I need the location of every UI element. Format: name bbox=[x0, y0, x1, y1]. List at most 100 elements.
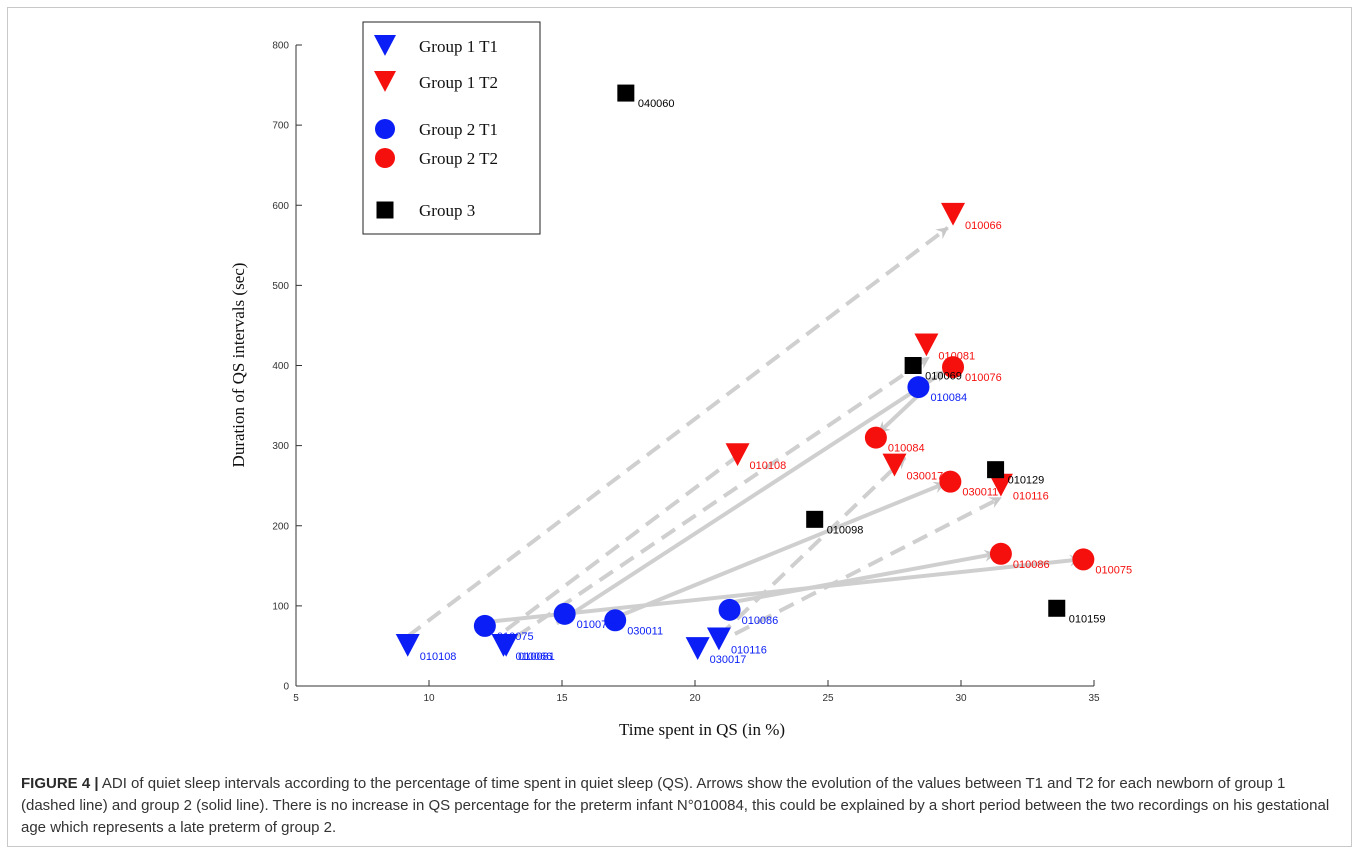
group2-solid-arrow bbox=[619, 481, 946, 618]
figure-frame bbox=[7, 7, 1352, 847]
y-tick-label: 700 bbox=[272, 121, 289, 132]
group-3-point bbox=[806, 510, 824, 528]
x-tick: 10 bbox=[423, 680, 435, 704]
group2-solid-arrow bbox=[729, 549, 997, 605]
group-2-t1-point bbox=[473, 614, 496, 637]
y-tick-label: 300 bbox=[272, 441, 289, 452]
point-label: 010159 bbox=[1069, 613, 1106, 625]
group1-dashed-arrow bbox=[515, 355, 931, 638]
point-label: 010081 bbox=[518, 651, 555, 663]
point-label: 010108 bbox=[750, 460, 787, 472]
y-tick-label: 400 bbox=[272, 361, 289, 372]
point-label: 010086 bbox=[742, 615, 779, 627]
x-tick: 5 bbox=[293, 680, 299, 704]
group-1-t2-point bbox=[725, 443, 750, 467]
legend-label: Group 1 T1 bbox=[419, 37, 498, 56]
point-label: 010075 bbox=[1095, 564, 1132, 576]
group-3-point bbox=[1048, 599, 1066, 617]
group-2-t1-point bbox=[718, 598, 741, 621]
legend-label: Group 1 T2 bbox=[419, 73, 498, 92]
group-3-point bbox=[987, 461, 1005, 479]
figure-caption: FIGURE 4 | ADI of quiet sleep intervals … bbox=[21, 773, 1339, 839]
x-tick: 20 bbox=[689, 680, 701, 704]
points-layer bbox=[395, 84, 1095, 660]
x-tick-label: 20 bbox=[689, 693, 701, 704]
y-tick: 500 bbox=[272, 281, 302, 292]
y-tick-label: 800 bbox=[272, 41, 289, 52]
group-1-t1-point bbox=[685, 637, 710, 660]
x-tick-label: 25 bbox=[822, 693, 834, 704]
group1-dashed-arrow bbox=[717, 456, 907, 638]
x-tick: 35 bbox=[1088, 680, 1100, 704]
y-tick: 200 bbox=[272, 521, 302, 532]
y-tick: 300 bbox=[272, 441, 302, 452]
y-tick: 700 bbox=[272, 121, 302, 132]
point-label: 030011 bbox=[627, 625, 663, 637]
point-label: 010098 bbox=[827, 524, 864, 536]
scatter-chart: 5 10 15 20 25 30 35 0 100 200 300 400 500 600 700 800 0… bbox=[229, 21, 1132, 739]
y-tick-label: 200 bbox=[272, 521, 289, 532]
group1-dashed-arrow bbox=[504, 450, 745, 632]
point-label: 010129 bbox=[1008, 475, 1045, 487]
group-1-t1-point bbox=[395, 633, 420, 657]
x-tick: 15 bbox=[556, 680, 568, 704]
x-tick-label: 5 bbox=[293, 693, 299, 704]
group-2-t2-point bbox=[942, 356, 965, 379]
group-2-t1-point bbox=[604, 609, 627, 632]
y-tick: 400 bbox=[272, 361, 302, 372]
x-tick: 30 bbox=[955, 680, 967, 704]
point-label: 030011 bbox=[962, 487, 998, 499]
point-label: 010075 bbox=[497, 631, 534, 643]
x-tick: 25 bbox=[822, 680, 834, 704]
point-label: 030017 bbox=[907, 471, 944, 483]
group-1-t1-point bbox=[706, 627, 731, 651]
legend-marker bbox=[375, 119, 395, 139]
group-2-t1-point bbox=[907, 376, 930, 399]
caption-text: ADI of quiet sleep intervals according t… bbox=[21, 775, 1330, 836]
point-label: 010066 bbox=[965, 220, 1002, 232]
point-label: 010084 bbox=[888, 443, 925, 455]
group-2-t2-point bbox=[1072, 548, 1095, 571]
legend: Group 1 T1 Group 1 T2 Group 2 T1 Group 2 T2… bbox=[362, 21, 541, 235]
group-2-t2-point bbox=[864, 426, 887, 449]
y-tick-label: 500 bbox=[272, 281, 289, 292]
caption-lead: FIGURE 4 | bbox=[21, 775, 99, 792]
y-tick-label: 100 bbox=[272, 601, 289, 612]
group-2-t1-point bbox=[553, 602, 576, 625]
y-tick: 0 bbox=[283, 682, 302, 693]
point-label: 010086 bbox=[1013, 559, 1050, 571]
group1-dashed-arrow bbox=[406, 226, 949, 638]
x-tick-label: 35 bbox=[1088, 693, 1100, 704]
point-label: 010076 bbox=[577, 619, 614, 631]
group1-dashed-arrow bbox=[733, 495, 1002, 636]
y-tick-label: 0 bbox=[283, 682, 289, 693]
legend-label: Group 3 bbox=[419, 201, 475, 220]
group-3-point bbox=[617, 84, 635, 102]
x-axis-title: Time spent in QS (in %) bbox=[619, 720, 785, 739]
point-label: 010066 bbox=[515, 651, 552, 663]
x-tick-label: 30 bbox=[955, 693, 967, 704]
point-label: 010084 bbox=[930, 392, 967, 404]
group2-solid-arrow bbox=[877, 391, 923, 435]
legend-label: Group 2 T1 bbox=[419, 120, 498, 139]
group-1-t2-point bbox=[882, 453, 907, 477]
point-label: 010081 bbox=[938, 350, 975, 362]
x-tick-label: 10 bbox=[423, 693, 435, 704]
point-label: 010076 bbox=[965, 372, 1002, 384]
x-tick-label: 15 bbox=[556, 693, 568, 704]
point-label: 010116 bbox=[731, 645, 767, 657]
legend-label: Group 2 T2 bbox=[419, 149, 498, 168]
legend-marker bbox=[376, 201, 394, 219]
group-1-t1-point bbox=[494, 633, 519, 657]
group-1-t2-point bbox=[988, 473, 1013, 497]
group-3-point bbox=[904, 357, 922, 374]
group-2-t2-point bbox=[989, 542, 1012, 565]
point-label: 010108 bbox=[420, 651, 457, 663]
group2-solid-arrow bbox=[555, 369, 947, 626]
y-axis-title: Duration of QS intervals (sec) bbox=[229, 263, 248, 468]
arrows-layer bbox=[406, 226, 1082, 638]
y-tick: 600 bbox=[272, 201, 302, 212]
group-1-t2-point bbox=[914, 333, 939, 357]
y-tick-label: 600 bbox=[272, 201, 289, 212]
